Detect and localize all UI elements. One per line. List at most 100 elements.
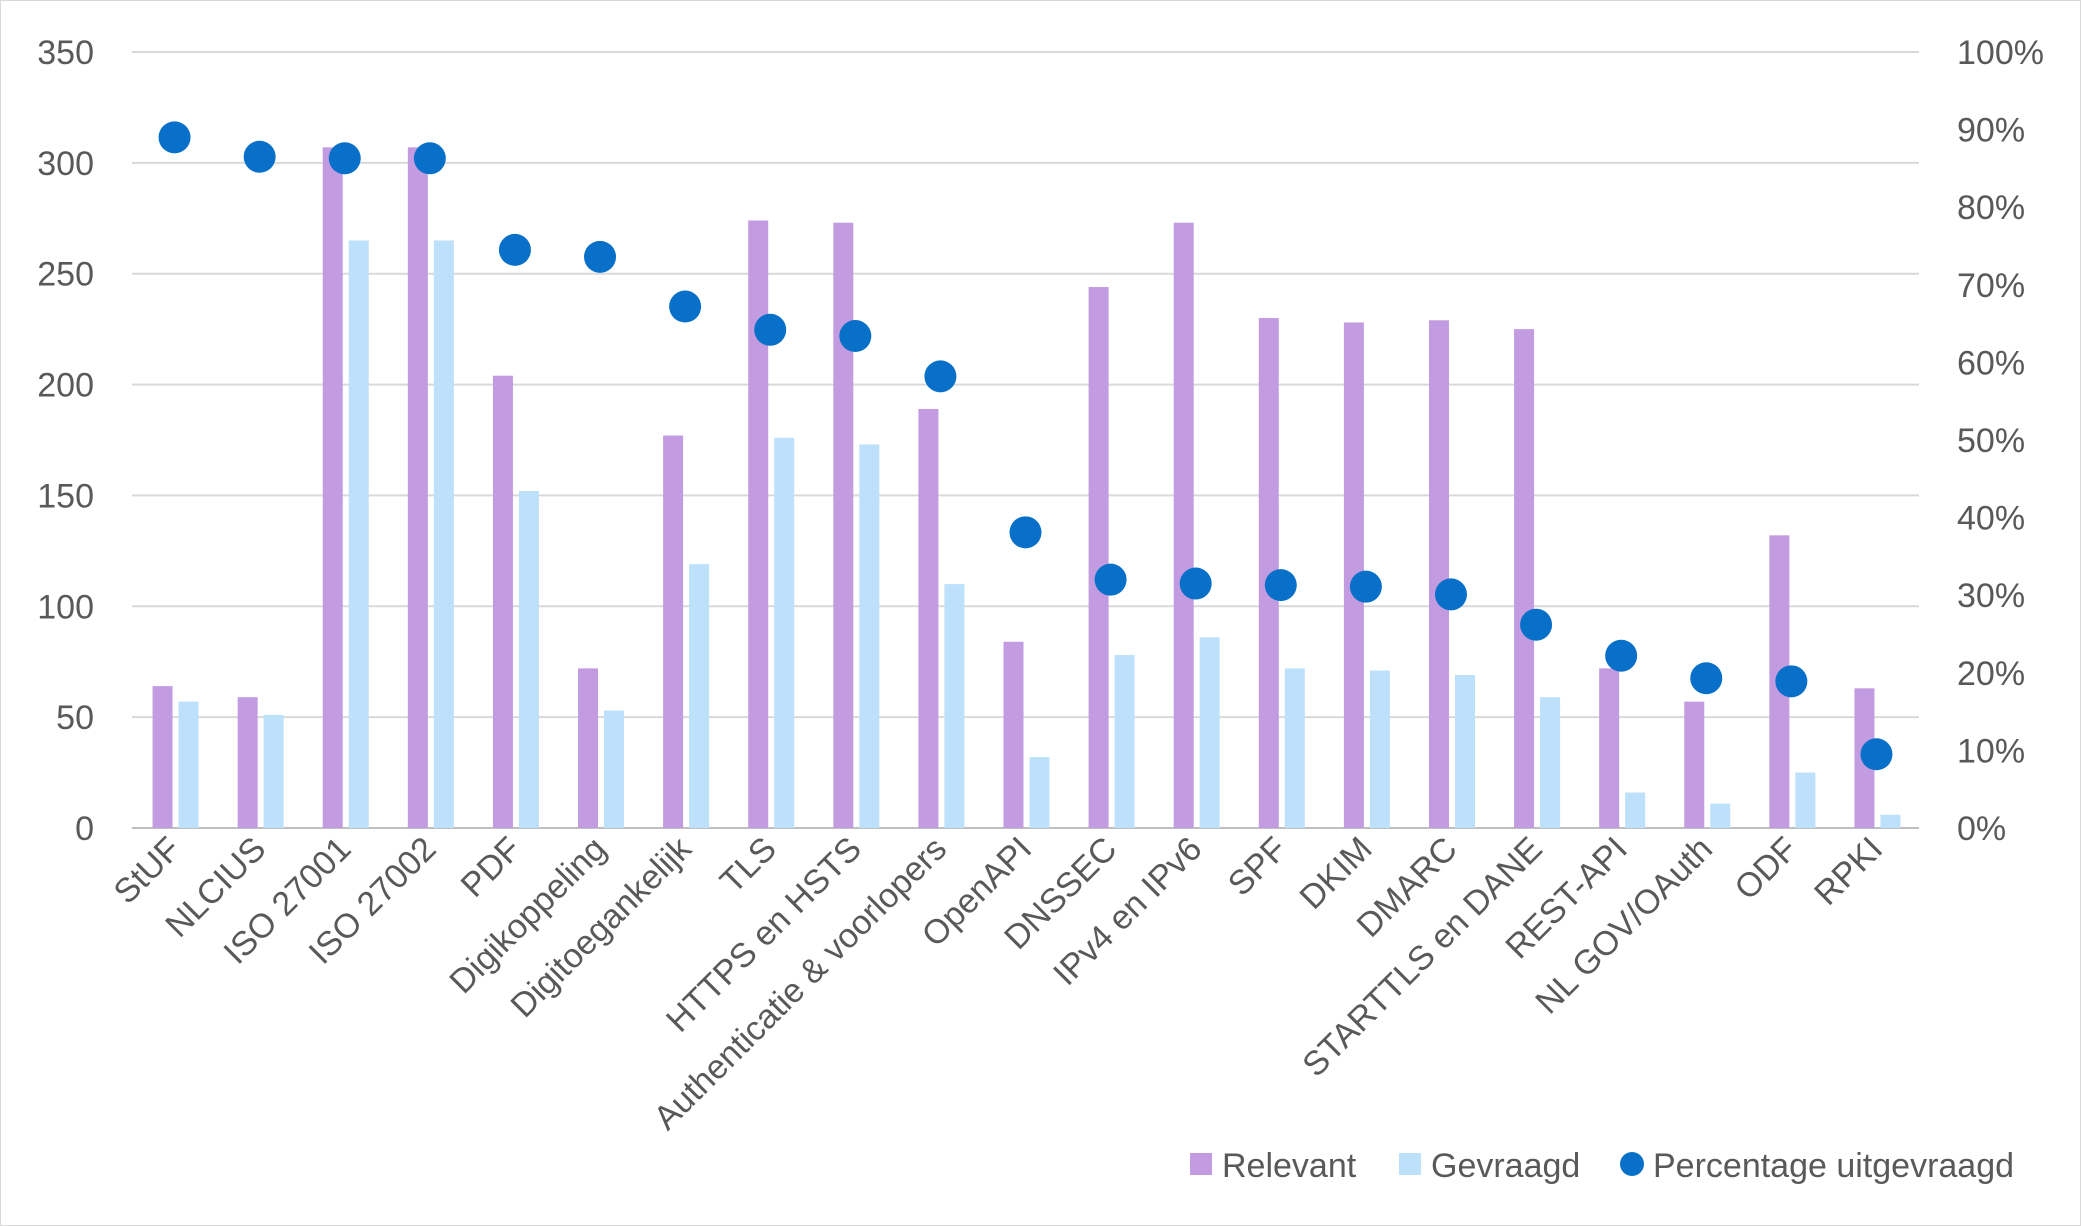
bar-gevraagd — [1114, 655, 1135, 828]
bar-relevant — [918, 408, 939, 828]
right-tick-label: 20% — [1957, 655, 2025, 693]
bar-relevant — [152, 686, 173, 828]
bar-relevant — [663, 435, 684, 828]
bar-relevant — [1428, 320, 1449, 828]
point-percentage — [839, 320, 872, 353]
bar-gevraagd — [944, 584, 965, 828]
left-tick-label: 100 — [37, 588, 94, 626]
left-tick-label: 50 — [56, 699, 94, 737]
point-percentage — [1860, 738, 1893, 771]
point-percentage — [1605, 639, 1638, 672]
bar-relevant — [1088, 287, 1109, 828]
bar-gevraagd — [604, 710, 625, 828]
point-percentage — [924, 360, 957, 393]
bar-gevraagd — [518, 490, 539, 828]
bar-relevant — [1599, 668, 1620, 828]
legend-label-gevraagd: Gevraagd — [1431, 1147, 1580, 1185]
right-axis-ticks: 0% 10% 20% 30% 40% 50% 60% 70% 80% 90% 100% — [1957, 34, 2044, 848]
bar-gevraagd — [1369, 670, 1390, 828]
point-percentage — [498, 233, 531, 266]
percentage-points — [158, 121, 1893, 771]
legend: Relevant Gevraagd Percentage uitgevraagd — [1190, 1147, 2014, 1185]
bar-gevraagd — [689, 564, 710, 828]
right-tick-label: 70% — [1957, 267, 2025, 305]
point-percentage — [1434, 578, 1467, 611]
right-tick-label: 100% — [1957, 34, 2044, 72]
left-tick-label: 250 — [37, 256, 94, 294]
legend-label-relevant: Relevant — [1222, 1147, 1357, 1185]
point-percentage — [1179, 567, 1212, 600]
left-tick-label: 350 — [37, 34, 94, 72]
legend-swatch-percentage — [1620, 1152, 1644, 1176]
bar-gevraagd — [1029, 757, 1050, 828]
category-label: SPF — [1221, 830, 1295, 904]
bar-gevraagd — [1625, 792, 1646, 828]
category-label: IPv4 en IPv6 — [1046, 830, 1209, 993]
bar-relevant — [407, 147, 428, 828]
bar-gevraagd — [1540, 697, 1561, 828]
bar-gevraagd — [1454, 675, 1475, 828]
bar-relevant — [748, 220, 769, 828]
right-tick-label: 40% — [1957, 500, 2025, 538]
bar-series — [152, 147, 1901, 829]
right-tick-label: 0% — [1957, 810, 2006, 848]
point-percentage — [754, 313, 787, 346]
category-label: TLS — [713, 830, 784, 901]
legend-swatch-relevant — [1190, 1153, 1212, 1175]
bar-gevraagd — [1880, 814, 1901, 828]
point-percentage — [1775, 665, 1808, 698]
right-tick-label: 50% — [1957, 422, 2025, 460]
left-tick-label: 200 — [37, 367, 94, 405]
bar-relevant — [237, 697, 258, 828]
left-tick-label: 150 — [37, 477, 94, 515]
bar-gevraagd — [859, 444, 880, 828]
point-percentage — [1349, 570, 1382, 603]
point-percentage — [669, 290, 702, 323]
bar-gevraagd — [1199, 637, 1220, 828]
category-label: RPKI — [1807, 830, 1890, 913]
point-percentage — [584, 240, 617, 273]
gridlines — [132, 51, 1919, 829]
left-tick-label: 300 — [37, 145, 94, 183]
point-percentage — [1094, 563, 1127, 596]
legend-swatch-gevraagd — [1399, 1153, 1421, 1175]
point-percentage — [1009, 516, 1042, 549]
point-percentage — [413, 142, 446, 175]
bar-gevraagd — [178, 701, 199, 828]
point-percentage — [328, 142, 361, 175]
bar-relevant — [1258, 318, 1279, 828]
bar-relevant — [1684, 701, 1705, 828]
point-percentage — [243, 140, 276, 173]
point-percentage — [1690, 662, 1723, 695]
right-tick-label: 30% — [1957, 577, 2025, 615]
right-tick-label: 60% — [1957, 344, 2025, 382]
bar-gevraagd — [774, 437, 795, 828]
bar-relevant — [578, 668, 599, 828]
right-tick-label: 10% — [1957, 732, 2025, 770]
point-percentage — [158, 121, 191, 154]
bar-gevraagd — [348, 240, 369, 828]
bar-gevraagd — [433, 240, 454, 828]
bar-relevant — [833, 222, 854, 829]
left-axis-ticks: 0 50 100 150 200 250 300 350 — [37, 34, 94, 848]
category-label: PDF — [454, 830, 529, 905]
bar-relevant — [1514, 329, 1535, 828]
bar-gevraagd — [1710, 803, 1731, 828]
bar-relevant — [1343, 322, 1364, 828]
bar-relevant — [1003, 641, 1024, 828]
left-tick-label: 0 — [75, 810, 94, 848]
category-label: ODF — [1727, 830, 1805, 908]
bar-gevraagd — [1795, 772, 1816, 828]
point-percentage — [1264, 569, 1297, 602]
bar-relevant — [1173, 222, 1194, 829]
legend-label-percentage: Percentage uitgevraagd — [1653, 1147, 2014, 1185]
bar-relevant — [492, 375, 513, 828]
right-tick-label: 90% — [1957, 112, 2025, 150]
right-tick-label: 80% — [1957, 189, 2025, 227]
bar-gevraagd — [1284, 668, 1305, 828]
point-percentage — [1520, 608, 1553, 641]
bar-gevraagd — [263, 714, 284, 828]
